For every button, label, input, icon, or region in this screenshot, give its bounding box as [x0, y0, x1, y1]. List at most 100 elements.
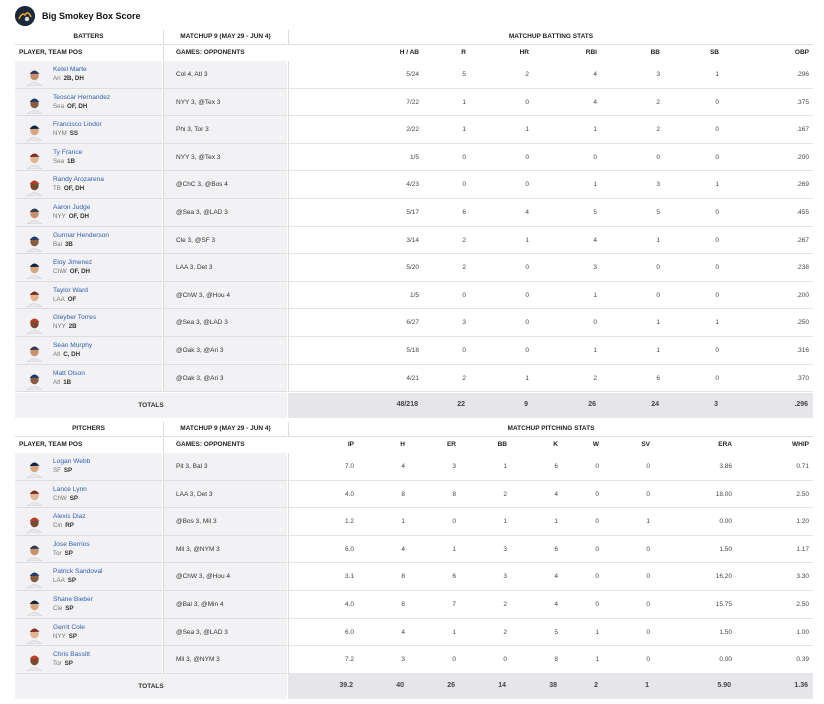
player-name-link[interactable]: Shane Bieber [53, 596, 93, 603]
player-name-link[interactable]: Gleyber Torres [53, 314, 97, 322]
stat-column-header[interactable]: SB [709, 49, 719, 56]
player-avatar [25, 232, 44, 252]
total-value: 26 [588, 400, 596, 408]
stat-value: 0 [715, 209, 719, 216]
stat-column-header[interactable]: WHIP [792, 441, 809, 448]
player-name-link[interactable]: Francisco Lindor [53, 121, 102, 129]
player-position: SP [64, 549, 73, 557]
stat-value: 1 [525, 126, 529, 134]
player-name-link[interactable]: Sean Murphy [53, 342, 93, 349]
total-value: 40 [396, 682, 404, 690]
stat-value: 0 [462, 291, 466, 299]
stat-value: 6 [554, 463, 558, 470]
stat-value: 4 [593, 98, 597, 106]
games-cell: @Sea 3, @LAD 3 [163, 199, 287, 227]
player-name-link[interactable]: Taylor Ward [53, 286, 88, 294]
stat-column-header[interactable]: BB [497, 441, 507, 448]
games-opponents: @Sea 3, @LAD 3 [176, 319, 228, 327]
stat-column-header[interactable]: BB [650, 49, 660, 56]
stat-value: 2 [503, 628, 507, 636]
player-name-link[interactable]: Matt Olson [53, 369, 85, 377]
player-name-link[interactable]: Chris Bassitt [53, 651, 91, 659]
games-cell: LAA 3, Det 3 [163, 254, 287, 282]
player-name-link[interactable]: Patrick Sandoval [53, 568, 103, 576]
player-cell: Logan Webb SF SP [15, 453, 162, 481]
player-cell: Alexis Diaz Cin RP [15, 508, 162, 536]
stat-value: 5 [656, 209, 660, 216]
games-cell: @ChC 3, @Bos 4 [163, 171, 287, 199]
stat-value: 6 [462, 209, 466, 216]
player-name-link[interactable]: Aaron Judge [53, 204, 91, 211]
player-cell: Gleyber Torres NYY 2B [15, 309, 162, 337]
player-name-link[interactable]: Ketel Marte [53, 66, 87, 73]
stat-column-header[interactable]: OBP [794, 49, 809, 56]
totals-row: TOTALS 48/218 22 9 26 24 3 .296 [15, 392, 813, 418]
stat-value: 0 [715, 374, 719, 382]
stat-column-header[interactable]: R [461, 49, 466, 56]
stat-column-header[interactable]: IP [347, 441, 354, 448]
player-column-header[interactable]: PLAYER, TEAM POS [19, 49, 83, 56]
stat-value: 1 [452, 628, 456, 636]
player-cell: Shane Bieber Cle SP [15, 591, 162, 619]
player-team: Ari [53, 75, 61, 82]
player-name-link[interactable]: Eloy Jimenez [53, 259, 93, 267]
player-team: Cin [53, 522, 63, 530]
player-name-link[interactable]: Logan Webb [53, 458, 91, 465]
player-team-pos: Cin RP [53, 522, 74, 529]
totals-row: TOTALS 39.2 40 26 14 38 2 1 5.90 1.36 [15, 674, 813, 700]
player-position: SP [63, 467, 73, 474]
games-column-header[interactable]: GAMES: OPPONENTS [163, 438, 287, 452]
games-cell: @ChW 3, @Hou 4 [163, 281, 287, 310]
stat-value: 1 [593, 181, 597, 189]
player-name-link[interactable]: Gerrit Cole [53, 623, 85, 631]
stats-cell: 2/22 1 1 1 2 0 .167 [288, 116, 813, 144]
player-row: Lance Lynn ChW SP LAA 3, Det 3 4.0 8 8 2 4 0 0 18.0… [15, 480, 813, 509]
player-row: Patrick Sandoval LAA SP @ChW 3, @Hou 4 3.1 8 6… [15, 563, 813, 591]
games-cell: Mil 3, @NYM 3 [163, 646, 287, 674]
total-value: 22 [457, 400, 465, 408]
total-value: 3 [714, 400, 718, 408]
player-name-link[interactable]: Gunnar Henderson [53, 231, 110, 239]
player-name-link[interactable]: Lance Lynn [53, 485, 87, 493]
stat-value: 1.20 [796, 518, 809, 526]
player-column-header[interactable]: PLAYER, TEAM POS [19, 441, 83, 448]
stat-column-header[interactable]: H / AB [399, 49, 419, 56]
stat-value: 0 [462, 347, 466, 354]
stat-column-header[interactable]: RBI [585, 49, 597, 56]
stat-value: 4 [593, 71, 597, 78]
stat-column-header[interactable]: H [400, 441, 405, 448]
stat-column-header[interactable]: HR [519, 49, 529, 56]
stat-value: 1.2 [344, 518, 354, 526]
player-name-link[interactable]: Ty France [53, 148, 83, 156]
player-position: SP [68, 632, 77, 640]
stat-value: 0 [656, 291, 660, 299]
player-name-link[interactable]: Jose Berrios [53, 540, 90, 548]
stat-column-header[interactable]: ERA [718, 441, 732, 448]
player-row: Ty France Sea 1B NYY 3, @Tex 3 1/5 0 0 0 0 0.200 [15, 143, 813, 172]
stat-value: 6 [656, 374, 660, 382]
stat-value: 2 [503, 601, 507, 608]
stat-value: 2/22 [406, 126, 419, 134]
stat-value: 0 [646, 656, 650, 664]
stat-column-header[interactable]: ER [446, 441, 456, 448]
stat-value: 16.20 [715, 573, 732, 581]
stat-value: 0 [646, 490, 650, 498]
pitching-section: PITCHERS MATCHUP 9 (MAY 29 - JUN 4) MATC… [15, 422, 813, 704]
player-name-link[interactable]: Randy Arozarena [53, 176, 104, 184]
player-name-link[interactable]: Teoscar Hernandez [53, 93, 111, 101]
games-cell: @Oak 3, @Ari 3 [163, 337, 287, 365]
total-value: 48/218 [396, 400, 418, 408]
stat-column-header[interactable]: W [592, 441, 599, 448]
stat-value: 1 [646, 518, 650, 526]
stat-value: 1 [595, 628, 599, 636]
stat-column-header[interactable]: SV [641, 441, 650, 448]
stat-value: 2 [503, 490, 507, 498]
stat-value: 0 [593, 153, 597, 161]
stat-column-header[interactable]: K [553, 441, 558, 448]
player-name-link[interactable]: Alexis Diaz [53, 513, 86, 521]
stat-value: 0 [595, 518, 599, 526]
player-position: SS [69, 130, 79, 138]
games-column-header[interactable]: GAMES: OPPONENTS [163, 46, 287, 60]
games-opponents: NYY 3, @Tex 3 [176, 153, 221, 161]
